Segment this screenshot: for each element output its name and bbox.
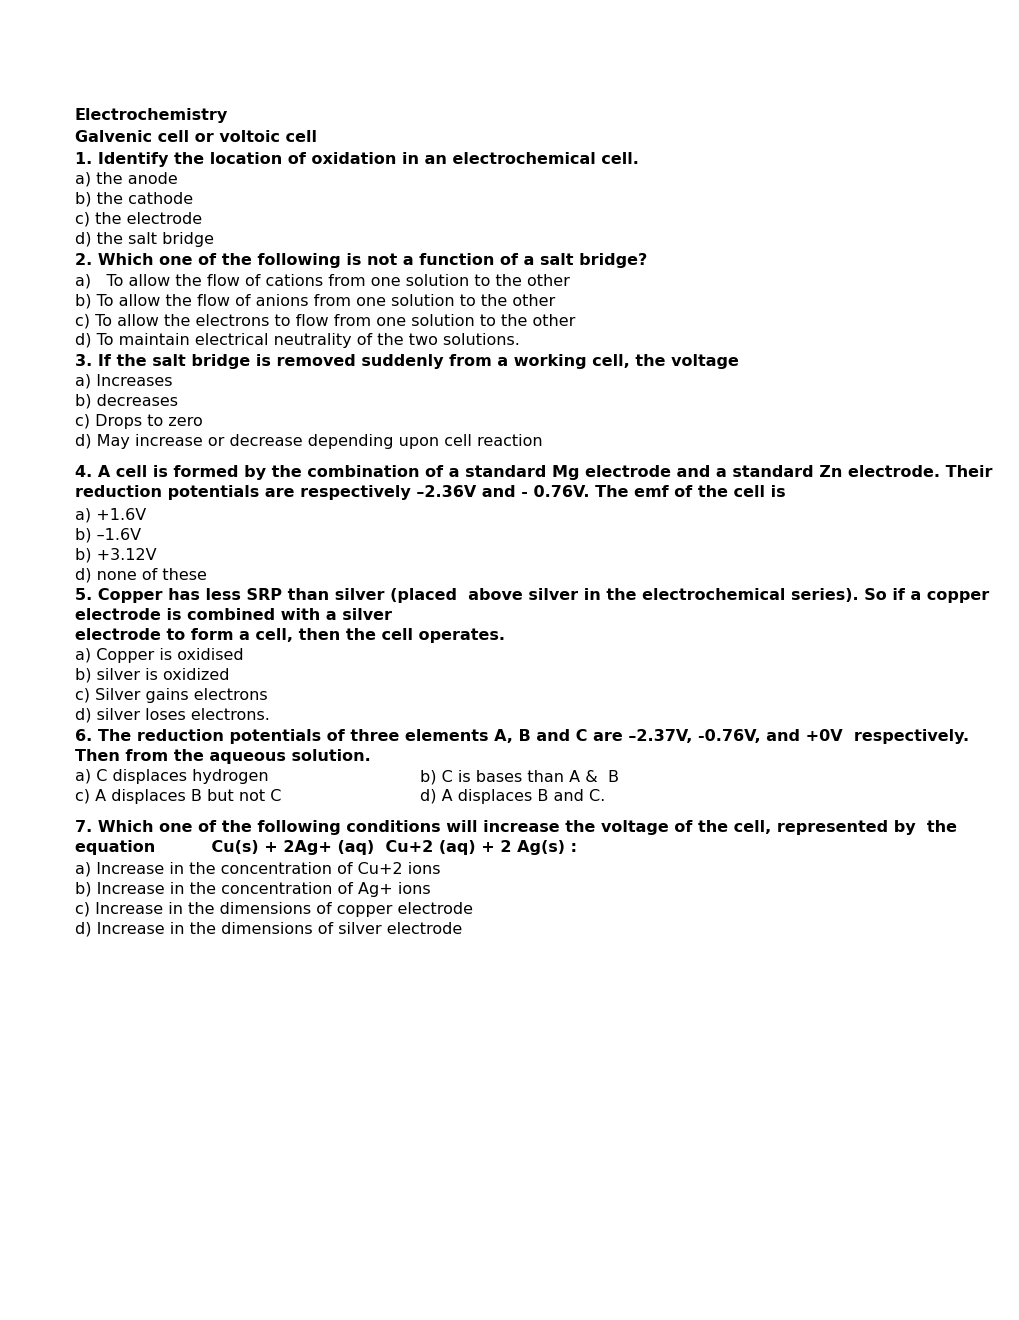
Text: a) Copper is oxidised: a) Copper is oxidised xyxy=(75,648,244,663)
Text: d) A displaces B and C.: d) A displaces B and C. xyxy=(420,789,604,804)
Text: b) Increase in the concentration of Ag+ ions: b) Increase in the concentration of Ag+ … xyxy=(75,882,430,898)
Text: b) –1.6V: b) –1.6V xyxy=(75,527,141,543)
Text: d) silver loses electrons.: d) silver loses electrons. xyxy=(75,708,270,723)
Text: electrode to form a cell, then the cell operates.: electrode to form a cell, then the cell … xyxy=(75,628,504,643)
Text: d) the salt bridge: d) the salt bridge xyxy=(75,232,214,247)
Text: c) To allow the electrons to flow from one solution to the other: c) To allow the electrons to flow from o… xyxy=(75,313,575,327)
Text: b) the cathode: b) the cathode xyxy=(75,191,193,207)
Text: 7. Which one of the following conditions will increase the voltage of the cell, : 7. Which one of the following conditions… xyxy=(75,820,956,836)
Text: 5. Copper has less SRP than silver (placed  above silver in the electrochemical : 5. Copper has less SRP than silver (plac… xyxy=(75,587,988,603)
Text: Galvenic cell or voltoic cell: Galvenic cell or voltoic cell xyxy=(75,129,317,145)
Text: b) To allow the flow of anions from one solution to the other: b) To allow the flow of anions from one … xyxy=(75,293,554,308)
Text: b) C is bases than A &  B: b) C is bases than A & B xyxy=(420,770,619,784)
Text: c) Increase in the dimensions of copper electrode: c) Increase in the dimensions of copper … xyxy=(75,902,473,917)
Text: b) +3.12V: b) +3.12V xyxy=(75,546,157,562)
Text: 4. A cell is formed by the combination of a standard Mg electrode and a standard: 4. A cell is formed by the combination o… xyxy=(75,465,991,480)
Text: a)   To allow the flow of cations from one solution to the other: a) To allow the flow of cations from one… xyxy=(75,273,570,288)
Text: a) C displaces hydrogen: a) C displaces hydrogen xyxy=(75,770,268,784)
Text: d) none of these: d) none of these xyxy=(75,568,207,582)
Text: 2. Which one of the following is not a function of a salt bridge?: 2. Which one of the following is not a f… xyxy=(75,253,647,268)
Text: d) Increase in the dimensions of silver electrode: d) Increase in the dimensions of silver … xyxy=(75,921,462,937)
Text: equation          Cu(s) + 2Ag+ (aq)  Cu+2 (aq) + 2 Ag(s) :: equation Cu(s) + 2Ag+ (aq) Cu+2 (aq) + 2… xyxy=(75,840,577,855)
Text: a) the anode: a) the anode xyxy=(75,172,177,187)
Text: d) May increase or decrease depending upon cell reaction: d) May increase or decrease depending up… xyxy=(75,434,542,449)
Text: c) the electrode: c) the electrode xyxy=(75,213,202,227)
Text: electrode is combined with a silver: electrode is combined with a silver xyxy=(75,609,391,623)
Text: a) Increase in the concentration of Cu+2 ions: a) Increase in the concentration of Cu+2… xyxy=(75,862,440,876)
Text: b) silver is oxidized: b) silver is oxidized xyxy=(75,668,229,682)
Text: c) Silver gains electrons: c) Silver gains electrons xyxy=(75,688,267,704)
Text: c) A displaces B but not C: c) A displaces B but not C xyxy=(75,789,281,804)
Text: Then from the aqueous solution.: Then from the aqueous solution. xyxy=(75,748,370,764)
Text: Electrochemistry: Electrochemistry xyxy=(75,108,228,123)
Text: a) +1.6V: a) +1.6V xyxy=(75,507,146,521)
Text: 1. Identify the location of oxidation in an electrochemical cell.: 1. Identify the location of oxidation in… xyxy=(75,152,638,168)
Text: a) Increases: a) Increases xyxy=(75,374,172,389)
Text: reduction potentials are respectively –2.36V and - 0.76V. The emf of the cell is: reduction potentials are respectively –2… xyxy=(75,484,785,500)
Text: b) decreases: b) decreases xyxy=(75,393,178,409)
Text: c) Drops to zero: c) Drops to zero xyxy=(75,414,203,429)
Text: 3. If the salt bridge is removed suddenly from a working cell, the voltage: 3. If the salt bridge is removed suddenl… xyxy=(75,354,738,370)
Text: 6. The reduction potentials of three elements A, B and C are –2.37V, -0.76V, and: 6. The reduction potentials of three ele… xyxy=(75,729,968,744)
Text: d) To maintain electrical neutrality of the two solutions.: d) To maintain electrical neutrality of … xyxy=(75,333,520,348)
